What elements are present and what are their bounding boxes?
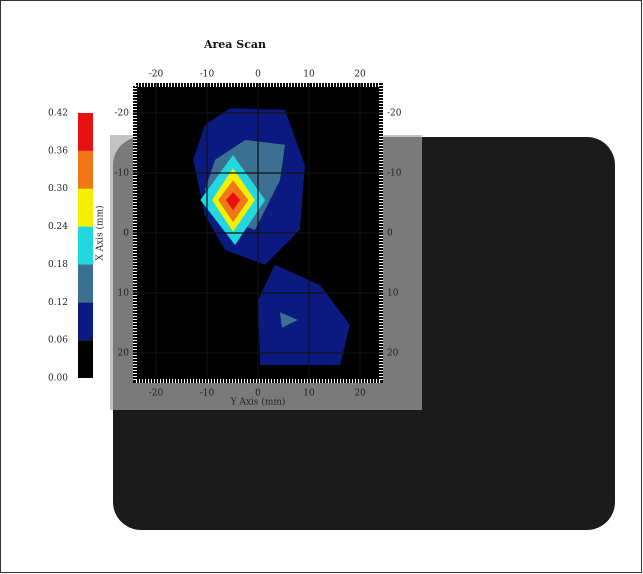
- colorbar-label: 0.24: [48, 222, 68, 232]
- x-tick-label: 20: [354, 389, 366, 399]
- y-tick-label: 0: [123, 229, 129, 239]
- colorbar-segment: [78, 151, 93, 189]
- x-tick-label: -10: [200, 70, 215, 80]
- colorbar-label: 0.18: [48, 260, 68, 270]
- y-tick-label: 20: [118, 349, 130, 359]
- y-tick-label: -10: [387, 169, 402, 179]
- colorbar-segment: [78, 189, 93, 227]
- colorbar-label: 0.00: [48, 374, 68, 384]
- y-tick-label: 10: [118, 289, 130, 299]
- colorbar-label: 0.42: [48, 109, 68, 119]
- x-tick-label: 20: [354, 70, 366, 80]
- y-tick-label: -20: [115, 109, 130, 119]
- y-tick-label: 0: [387, 229, 393, 239]
- colorbar-segment: [78, 227, 93, 265]
- chart-title: Area Scan: [203, 38, 266, 51]
- colorbar-label: 0.06: [48, 336, 68, 346]
- x-tick-label: 10: [303, 70, 315, 80]
- x-tick-label: -10: [200, 389, 215, 399]
- colorbar-segment: [78, 113, 93, 151]
- y-tick-label: -10: [115, 169, 130, 179]
- chart: Area Scan Y Axis (mm) X Axis (mm) -20-20…: [0, 0, 643, 574]
- colorbar-segment: [78, 302, 93, 340]
- y-tick-label: 10: [387, 289, 399, 299]
- x-tick-label: -20: [149, 389, 164, 399]
- colorbar-label: 0.12: [48, 298, 68, 308]
- x-tick-label: 0: [255, 389, 261, 399]
- colorbar-segment: [78, 340, 93, 378]
- colorbar-segment: [78, 264, 93, 302]
- x-tick-label: -20: [149, 70, 164, 80]
- colorbar-label: 0.36: [48, 146, 68, 156]
- x-tick-label: 10: [303, 389, 315, 399]
- y-tick-label: -20: [387, 109, 402, 119]
- page: {"chart_data": { "type": "contour", "tit…: [0, 0, 643, 574]
- y-axis-label: X Axis (mm): [95, 205, 106, 260]
- x-tick-label: 0: [255, 70, 261, 80]
- y-tick-label: 20: [387, 349, 399, 359]
- colorbar-label: 0.30: [48, 184, 68, 194]
